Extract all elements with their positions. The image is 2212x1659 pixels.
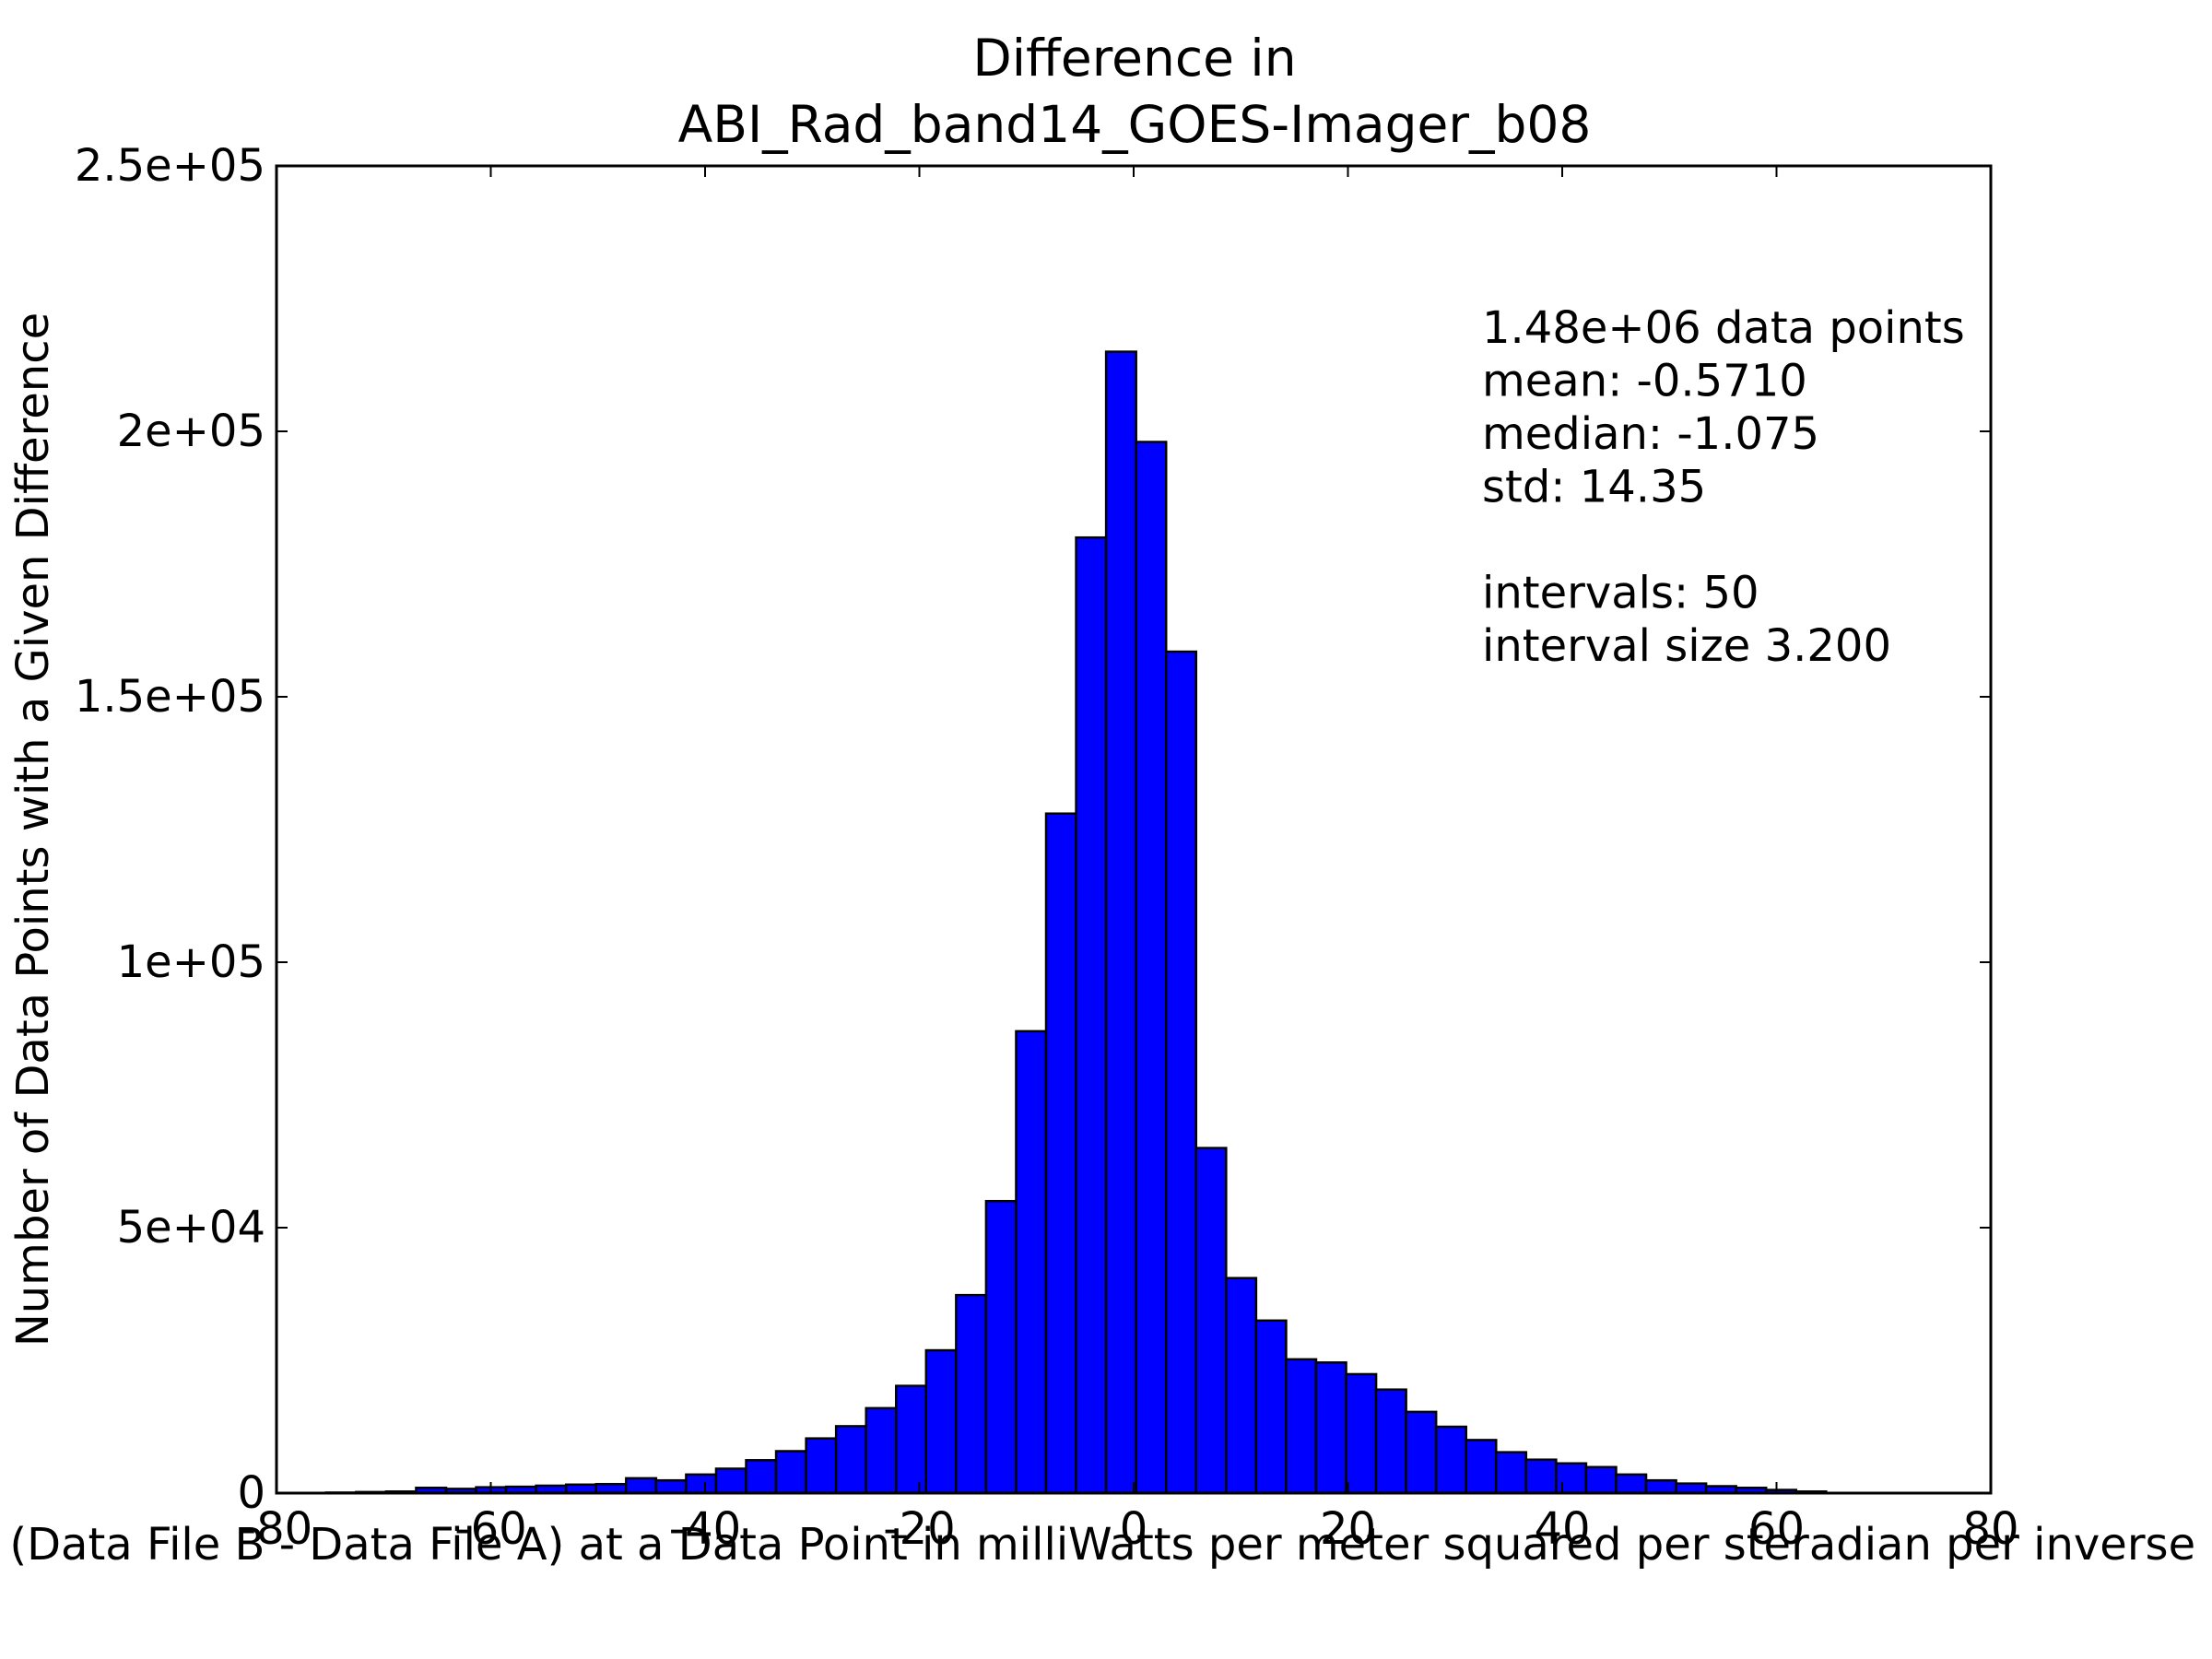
histogram-bar: [865, 1406, 898, 1495]
histogram-bar: [1374, 1388, 1407, 1495]
x-tick-label: -80: [241, 1503, 312, 1555]
stats-line: mean: -0.5710: [1482, 356, 1807, 407]
stats-line: interval size 3.200: [1482, 620, 1891, 672]
histogram-bar: [1495, 1451, 1528, 1495]
histogram-bar: [1254, 1319, 1288, 1495]
histogram-bar: [1644, 1478, 1677, 1495]
title-line-2: ABI_Rad_band14_GOES-Imager_b08: [678, 95, 1592, 154]
histogram-bar: [1225, 1277, 1258, 1495]
x-tick-label: 80: [1962, 1503, 2018, 1555]
y-axis-label: Number of Data Points with a Given Diffe…: [7, 312, 59, 1347]
histogram-bar: [1345, 1372, 1378, 1495]
x-tick-label: -60: [454, 1503, 526, 1555]
histogram-bar: [1164, 650, 1198, 1495]
y-tick-label: 1.5e+05: [75, 671, 265, 723]
x-tick-label: -40: [669, 1503, 741, 1555]
title-line-1: Difference in: [972, 29, 1296, 88]
x-tick-label: 20: [1320, 1503, 1376, 1555]
histogram-bar: [924, 1348, 958, 1495]
stats-line: 1.48e+06 data points: [1482, 302, 1965, 354]
histogram-bar: [1524, 1458, 1558, 1495]
x-tick-labels: -80 -60 -40 -20 0 20 40 60 80: [241, 1503, 2019, 1555]
histogram-bar: [834, 1425, 867, 1495]
histogram-bar: [745, 1459, 778, 1495]
x-tick-label: -20: [883, 1503, 955, 1555]
histogram-bar: [714, 1467, 747, 1495]
histogram-bar: [1405, 1410, 1438, 1495]
y-tick-label: 0: [237, 1467, 265, 1519]
histogram-bar: [955, 1293, 988, 1495]
histogram-bar: [1044, 812, 1077, 1495]
histogram-bar: [1314, 1361, 1347, 1495]
x-axis-label: Value of (Data File B - Data File A) at …: [0, 1519, 2212, 1571]
histogram-bar: [1015, 1030, 1048, 1495]
histogram-bar: [1434, 1425, 1467, 1495]
histogram-bar: [654, 1478, 688, 1495]
stats-line: std: 14.35: [1482, 462, 1706, 513]
histogram-bar: [805, 1437, 838, 1495]
y-tick-label: 2e+05: [117, 406, 265, 457]
y-tick-labels: 0 5e+04 1e+05 1.5e+05 2e+05 2.5e+05: [75, 140, 265, 1519]
axis-ticks: [276, 165, 1992, 1494]
histogram-bar: [895, 1384, 928, 1495]
bars-group: [324, 350, 1828, 1495]
histogram-bar: [1194, 1147, 1228, 1495]
histogram-bar: [625, 1477, 658, 1495]
histogram-bar: [1104, 350, 1137, 1495]
x-tick-label: 60: [1748, 1503, 1805, 1555]
x-tick-label: 40: [1534, 1503, 1590, 1555]
stats-line: median: -1.075: [1482, 408, 1819, 460]
chart-title: Difference in ABI_Rad_band14_GOES-Imager…: [678, 29, 1592, 154]
y-tick-label: 2.5e+05: [75, 140, 265, 192]
histogram-bar: [1285, 1358, 1318, 1495]
y-tick-label: 5e+04: [117, 1202, 265, 1253]
histogram-bar: [774, 1450, 807, 1495]
histogram-bar: [984, 1199, 1018, 1495]
histogram-bar: [1555, 1462, 1588, 1495]
histogram-bar: [1584, 1465, 1618, 1495]
y-tick-label: 1e+05: [117, 936, 265, 988]
stats-line: intervals: 50: [1482, 568, 1759, 619]
histogram-bar: [1465, 1439, 1498, 1495]
histogram-bar: [1135, 441, 1168, 1495]
x-tick-label: 0: [1120, 1503, 1148, 1555]
histogram-bar: [1075, 535, 1108, 1495]
histogram-bar: [685, 1473, 718, 1495]
histogram-bar: [1615, 1473, 1648, 1495]
histogram-bar: [1675, 1482, 1708, 1495]
